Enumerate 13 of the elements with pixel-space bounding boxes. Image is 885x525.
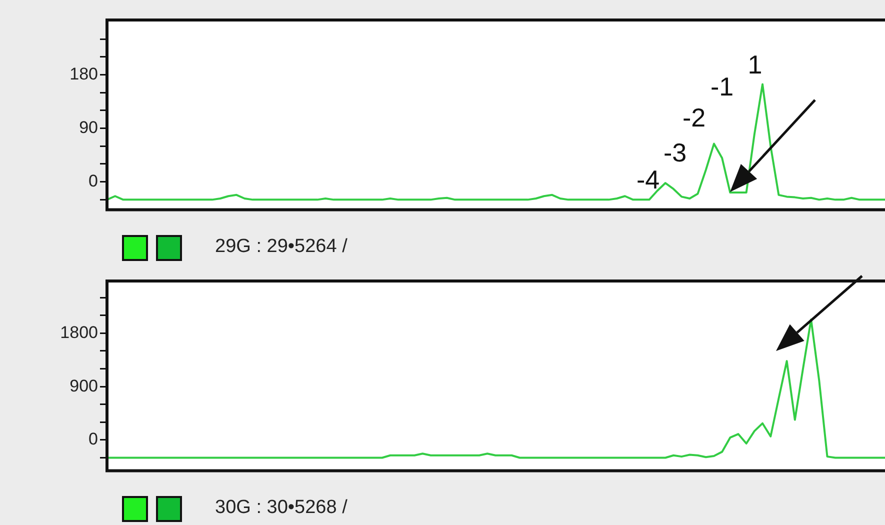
annotation: -1: [710, 72, 734, 102]
annotation: -2: [682, 102, 706, 134]
y-tick-label: 900: [70, 376, 98, 396]
y-tick-label: 1800: [60, 322, 98, 342]
y-tick-label: 90: [79, 118, 98, 137]
annotation: -3: [663, 138, 687, 168]
y-tick-label: 0: [88, 172, 98, 191]
annotation: -4: [636, 164, 660, 196]
annotation: 1: [748, 50, 762, 80]
text: 30G : 30•5268 /: [215, 497, 348, 519]
text: 29G : 29•5264 /: [215, 236, 348, 258]
y-tick-label: 0: [88, 430, 98, 449]
y-tick-label: 180: [70, 64, 98, 84]
